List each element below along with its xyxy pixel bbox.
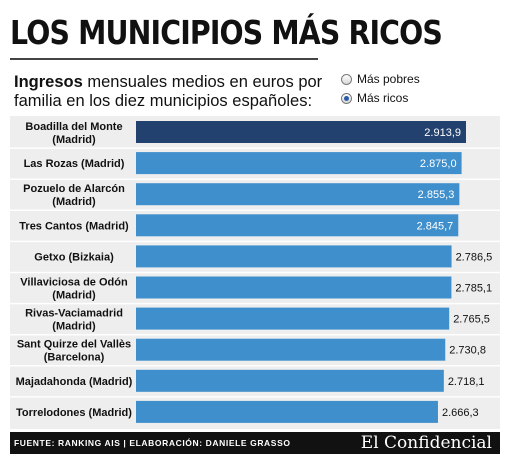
category-label: Tres Cantos (Madrid) xyxy=(19,220,129,232)
radio-mas-pobres[interactable]: Más pobres xyxy=(341,72,420,86)
bar[interactable] xyxy=(136,307,450,330)
category-label-line: Getxo (Bizkaia) xyxy=(34,251,114,263)
category-label: Las Rozas (Madrid) xyxy=(24,158,125,170)
category-label-line: (Madrid) xyxy=(52,290,96,302)
bar[interactable] xyxy=(136,183,460,206)
footer-source: FUENTE: RANKING AIS | ELABORACIÓN: DANIE… xyxy=(14,438,291,448)
category-label-line: Tres Cantos (Madrid) xyxy=(19,220,129,232)
chart-subtitle: Ingresos mensuales medios en euros por f… xyxy=(14,73,334,111)
radio-checked-icon[interactable] xyxy=(341,92,352,104)
value-label: 2.845,7 xyxy=(417,220,454,232)
subtitle-rest: mensuales medios en euros por familia en… xyxy=(14,73,323,110)
category-label: Torrelodones (Madrid) xyxy=(16,407,132,419)
radio-label-mas-ricos[interactable]: Más ricos xyxy=(357,91,409,105)
radio-mas-ricos[interactable]: Más ricos xyxy=(341,91,408,105)
category-label-line: (Madrid) xyxy=(52,134,96,146)
footer-bar: FUENTE: RANKING AIS | ELABORACIÓN: DANIE… xyxy=(10,432,500,454)
category-label: Boadilla del Monte (Madrid) xyxy=(25,121,122,146)
category-label-line: Villaviciosa de Odón xyxy=(20,277,128,289)
category-label-line: (Madrid) xyxy=(52,196,96,208)
footer-logo: El Confidencial xyxy=(360,433,492,453)
title-underline xyxy=(10,58,318,60)
radio-unchecked-icon[interactable] xyxy=(341,73,352,85)
category-label: Villaviciosa de Odón (Madrid) xyxy=(20,277,128,302)
bar[interactable] xyxy=(136,400,438,423)
bar[interactable] xyxy=(136,121,466,143)
category-label-line: Las Rozas (Madrid) xyxy=(24,158,125,170)
bar-chart: Boadilla del Monte (Madrid) 2.913,9 Las Roz… xyxy=(10,116,500,429)
category-label-line: Pozuelo de Alarcón xyxy=(23,183,125,195)
category-label-line: Boadilla del Monte xyxy=(25,121,122,133)
bar[interactable] xyxy=(136,245,452,268)
bar[interactable] xyxy=(136,338,446,361)
value-label: 2.666,3 xyxy=(442,407,479,419)
subtitle-bold: Ingresos xyxy=(14,73,83,91)
category-label-line: Torrelodones (Madrid) xyxy=(16,407,132,419)
category-label-line: Majadahonda (Madrid) xyxy=(16,376,133,388)
bar[interactable] xyxy=(136,369,444,392)
value-label: 2.913,9 xyxy=(424,127,461,139)
category-label-line: Rivas-Vaciamadrid xyxy=(25,308,123,320)
value-label: 2.786,5 xyxy=(456,251,493,263)
bar[interactable] xyxy=(136,152,462,175)
category-label: Pozuelo de Alarcón (Madrid) xyxy=(23,183,125,208)
value-label: 2.875,0 xyxy=(420,158,457,170)
category-label: Majadahonda (Madrid) xyxy=(16,376,133,388)
category-label-line: Sant Quirze del Vallès xyxy=(17,339,131,351)
value-label: 2.718,1 xyxy=(448,376,485,388)
category-label-line: (Madrid) xyxy=(52,321,96,333)
category-label: Sant Quirze del Vallès (Barcelona) xyxy=(17,339,131,364)
value-label: 2.855,3 xyxy=(418,189,455,201)
category-label-line: (Barcelona) xyxy=(44,352,105,364)
radio-label-mas-pobres[interactable]: Más pobres xyxy=(357,72,420,86)
category-label: Rivas-Vaciamadrid (Madrid) xyxy=(25,308,123,333)
bar[interactable] xyxy=(136,276,452,299)
value-label: 2.730,8 xyxy=(449,345,486,357)
page-title: LOS MUNICIPIOS MÁS RICOS xyxy=(10,13,443,52)
value-label: 2.785,1 xyxy=(455,283,492,295)
bar[interactable] xyxy=(136,214,459,237)
category-label: Getxo (Bizkaia) xyxy=(34,251,114,263)
value-label: 2.765,5 xyxy=(453,314,490,326)
